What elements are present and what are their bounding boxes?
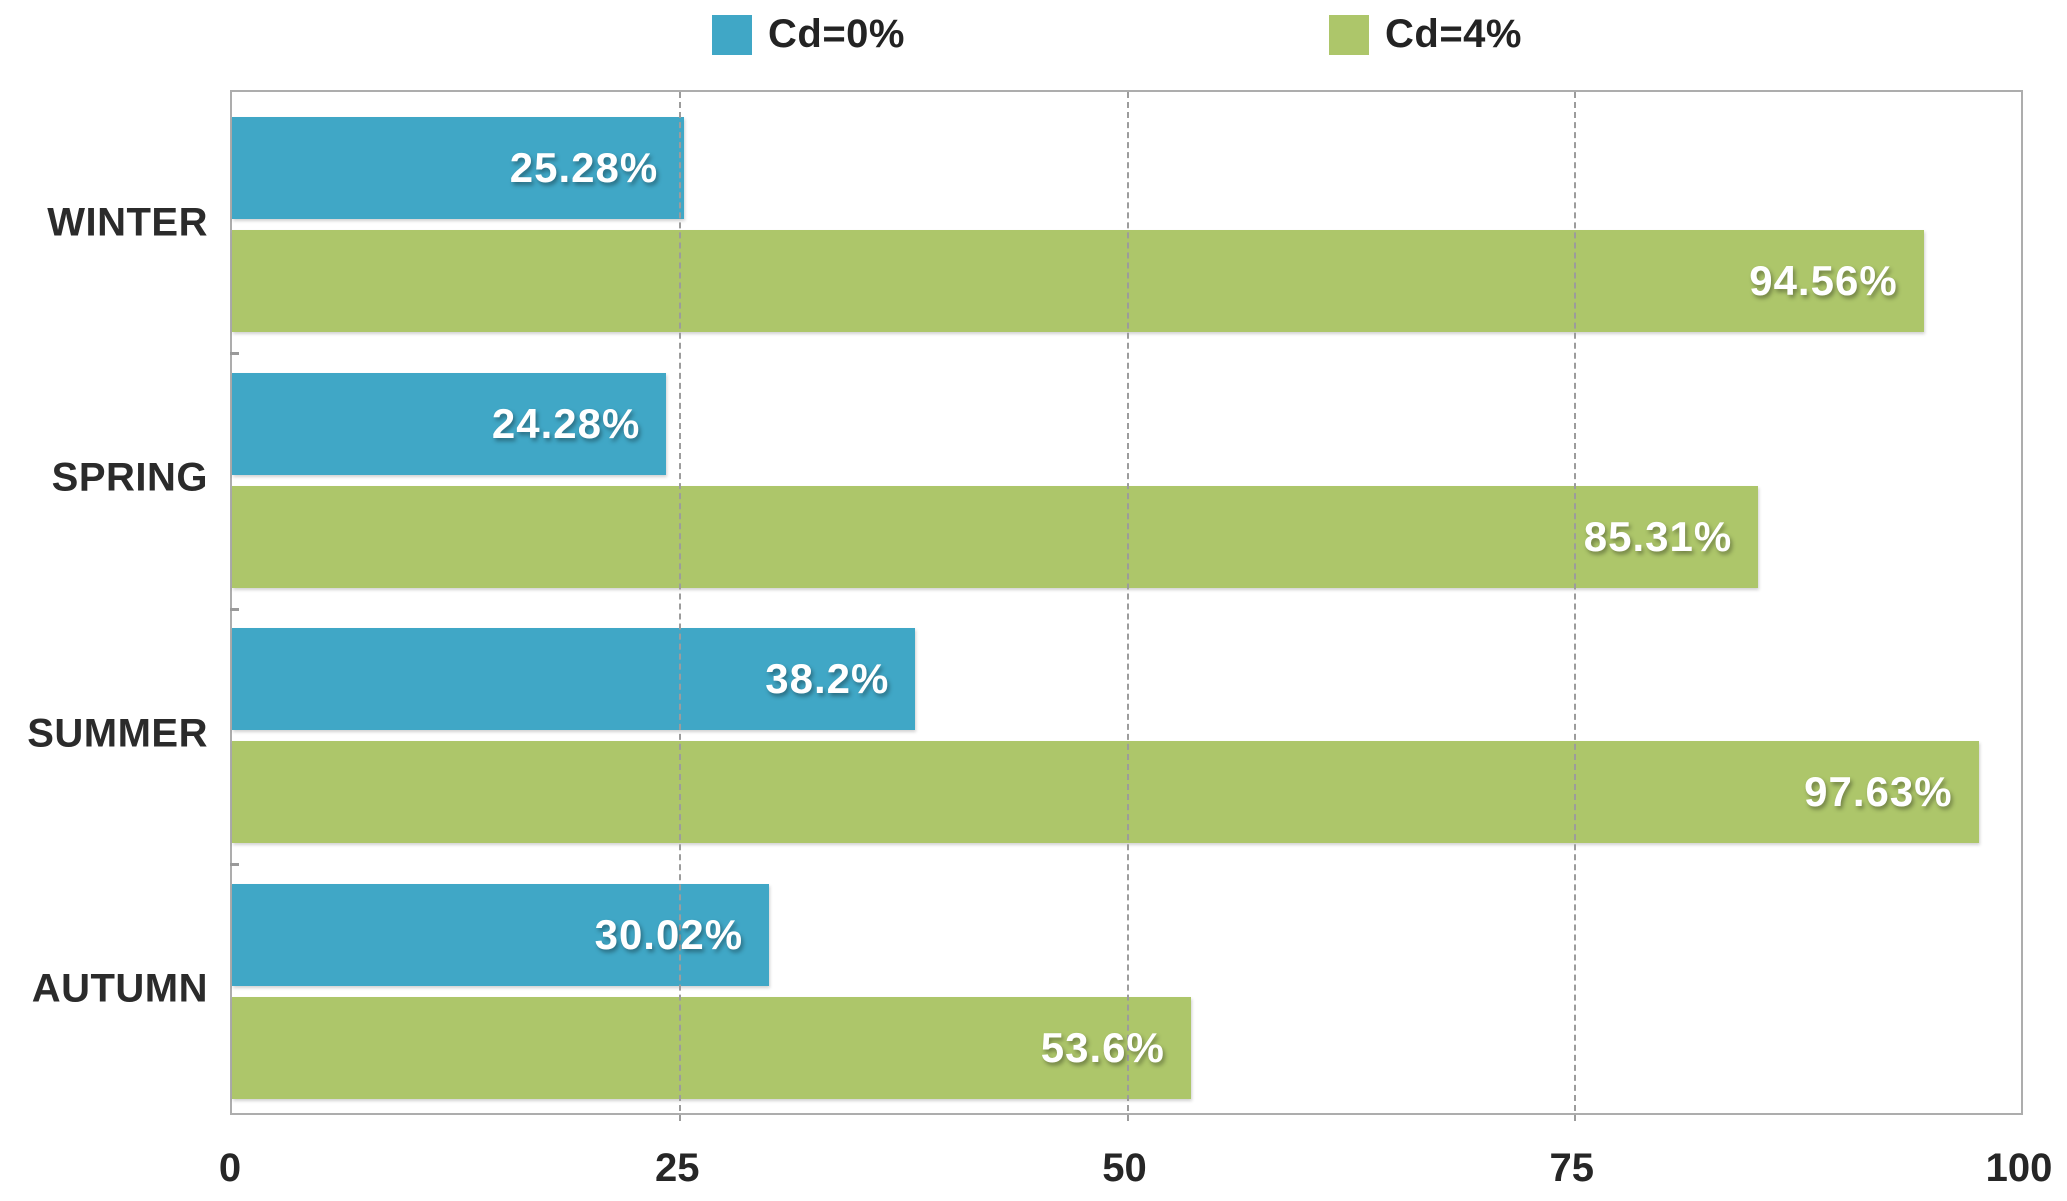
chart-legend: Cd=0% Cd=4% (712, 12, 1522, 57)
bar-value-label: 97.63% (1804, 768, 1953, 815)
bar-spring-cd-4: 85.31% (232, 485, 1759, 588)
y-axis-minor-tick (230, 352, 239, 355)
category-label-spring: SPRING (51, 455, 208, 500)
x-tick-label-100: 100 (1985, 1146, 2053, 1190)
bar-value-label: 85.31% (1583, 512, 1733, 560)
bar-winter-cd-0: 25.28% (232, 117, 685, 219)
gridline-50 (1126, 92, 1129, 1121)
legend-swatch-icon (712, 14, 752, 55)
category-label-autumn: AUTUMN (31, 966, 208, 1011)
bar-autumn-cd-4: 53.6% (232, 996, 1191, 1099)
category-label-summer: SUMMER (27, 711, 208, 755)
x-tick-label-75: 75 (1549, 1146, 1595, 1190)
bar-value-label: 38.2% (765, 655, 890, 702)
bar-value-label: 94.56% (1749, 257, 1898, 304)
legend-swatch-icon (1329, 14, 1369, 55)
legend-item-cd-0: Cd=0% (712, 12, 905, 57)
legend-item-cd-4: Cd=4% (1329, 12, 1522, 57)
legend-label: Cd=0% (768, 12, 905, 56)
x-tick-label-0: 0 (218, 1146, 242, 1190)
bar-summer-cd-0: 38.2% (232, 628, 916, 730)
legend-label: Cd=4% (1385, 12, 1522, 56)
bar-value-label: 25.28% (509, 144, 659, 191)
bar-autumn-cd-0: 30.02% (232, 883, 770, 986)
gridline-25 (679, 92, 682, 1121)
y-axis-minor-tick (230, 863, 239, 866)
bar-spring-cd-0: 24.28% (232, 372, 667, 475)
x-tick-label-25: 25 (655, 1146, 700, 1190)
bar-value-label: 53.6% (1040, 1023, 1165, 1071)
bar-winter-cd-4: 94.56% (232, 230, 1924, 332)
x-tick-label-50: 50 (1102, 1146, 1147, 1190)
bar-value-label: 30.02% (594, 910, 744, 958)
y-axis-minor-tick (230, 607, 239, 611)
bar-summer-cd-4: 97.63% (232, 741, 1979, 843)
plot-area: 25.28% 94.56% 24.28% 85.31% 38.2% 97.63% 30.02… (230, 90, 2023, 1121)
bar-value-label: 24.28% (491, 399, 641, 447)
category-label-winter: WINTER (47, 200, 208, 244)
gridline-75 (1573, 92, 1576, 1121)
